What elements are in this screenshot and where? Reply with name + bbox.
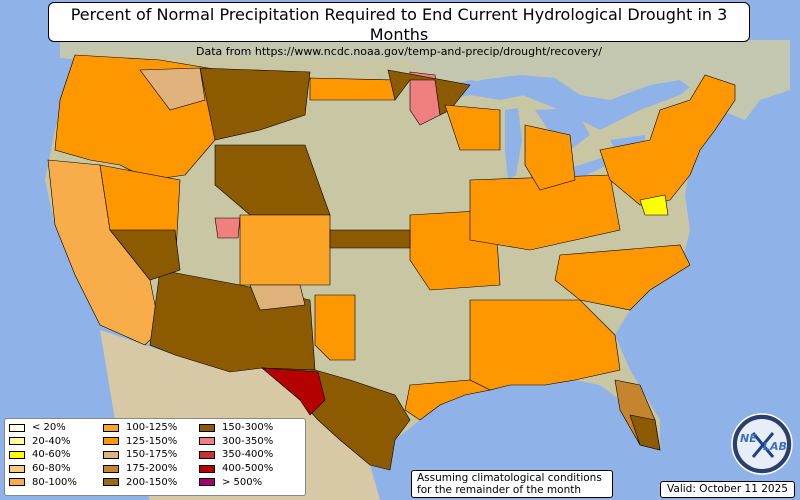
legend-swatch [103, 478, 119, 487]
region-montana [199, 67, 311, 141]
legend-swatch [9, 478, 25, 487]
note-line-1: Assuming climatological conditions [417, 472, 602, 484]
legend-swatch [103, 450, 119, 459]
region-florida-south [629, 414, 661, 451]
note-line-2: for the remainder of the month [417, 484, 582, 496]
region-nevada-south [109, 229, 181, 281]
legend-swatch [103, 423, 119, 432]
legend-item: 150-300% [199, 421, 273, 435]
legend-column-1: < 20% 20-40% 40-60% 60-80% 80-100% [9, 421, 77, 489]
legend-label: > 500% [222, 476, 263, 488]
region-panhandle [314, 294, 356, 361]
region-minnesota-pink [409, 71, 441, 126]
legend-label: 400-500% [222, 463, 274, 475]
logo-x-mark [751, 432, 775, 458]
assumption-note: Assuming climatological conditions for t… [411, 470, 613, 498]
legend: < 20% 20-40% 40-60% 60-80% 80-100% 100-1… [4, 418, 306, 496]
region-gulf-coast [404, 379, 491, 421]
map-title: Percent of Normal Precipitation Required… [70, 5, 728, 44]
region-colorado [239, 214, 331, 286]
legend-column-2: 100-125% 125-150% 150-175% 175-200% 200-… [103, 421, 177, 489]
legend-label: 200-150% [126, 476, 178, 488]
legend-item: 60-80% [9, 462, 77, 476]
legend-swatch [199, 478, 215, 487]
region-ohio-valley [469, 174, 621, 251]
region-michigan [524, 124, 576, 191]
legend-label: 150-300% [222, 422, 274, 434]
legend-swatch [9, 450, 25, 459]
legend-swatch [103, 464, 119, 473]
legend-swatch [9, 423, 25, 432]
region-minnesota [387, 69, 471, 116]
region-kansas-strip [329, 229, 411, 249]
lake-huron [535, 108, 590, 150]
logo-text-lab: LAB [763, 440, 787, 453]
legend-label: 175-200% [126, 463, 178, 475]
legend-item: 125-150% [103, 435, 177, 449]
legend-swatch [9, 437, 25, 446]
legend-column-3: 150-300% 300-350% 350-400% 400-500% > 50… [199, 421, 273, 489]
legend-swatch [199, 450, 215, 459]
legend-item: < 20% [9, 421, 77, 435]
valid-date: Valid: October 11 2025 [660, 481, 795, 498]
legend-label: 20-40% [32, 435, 71, 447]
legend-item: 100-125% [103, 421, 177, 435]
region-maryland-yellow [639, 194, 669, 216]
title-box: Percent of Normal Precipitation Required… [48, 2, 750, 58]
legend-item: 40-60% [9, 448, 77, 462]
legend-item: 200-150% [103, 475, 177, 489]
logo-text-ne: NE [740, 432, 757, 445]
legend-item: 400-500% [199, 462, 273, 476]
region-west-texas-red [261, 367, 326, 416]
legend-swatch [103, 437, 119, 446]
region-utah-pink [214, 217, 241, 239]
legend-label: 125-150% [126, 435, 178, 447]
nexlab-logo: NE LAB [731, 413, 793, 475]
legend-item: 80-100% [9, 475, 77, 489]
region-carolinas [554, 244, 691, 311]
legend-swatch [199, 423, 215, 432]
legend-swatch [9, 464, 25, 473]
lake-erie [565, 155, 615, 180]
map-subtitle: Data from https://www.ncdc.noaa.gov/temp… [196, 45, 602, 58]
region-dakotas-north [309, 77, 396, 101]
region-idaho-tan [139, 67, 206, 111]
legend-item: 20-40% [9, 435, 77, 449]
legend-label: 150-175% [126, 449, 178, 461]
lake-michigan [505, 108, 522, 180]
legend-label: < 20% [32, 422, 66, 434]
region-wisconsin [444, 104, 501, 151]
legend-label: 80-100% [32, 476, 77, 488]
legend-label: 60-80% [32, 463, 71, 475]
legend-item: 300-350% [199, 435, 273, 449]
legend-label: 350-400% [222, 449, 274, 461]
legend-swatch [199, 464, 215, 473]
legend-label: 40-60% [32, 449, 71, 461]
legend-item: 150-175% [103, 448, 177, 462]
legend-item: > 500% [199, 475, 273, 489]
legend-item: 350-400% [199, 448, 273, 462]
legend-swatch [199, 437, 215, 446]
legend-label: 100-125% [126, 422, 178, 434]
legend-label: 300-350% [222, 435, 274, 447]
legend-item: 175-200% [103, 462, 177, 476]
region-new-mexico-tan [249, 284, 306, 311]
